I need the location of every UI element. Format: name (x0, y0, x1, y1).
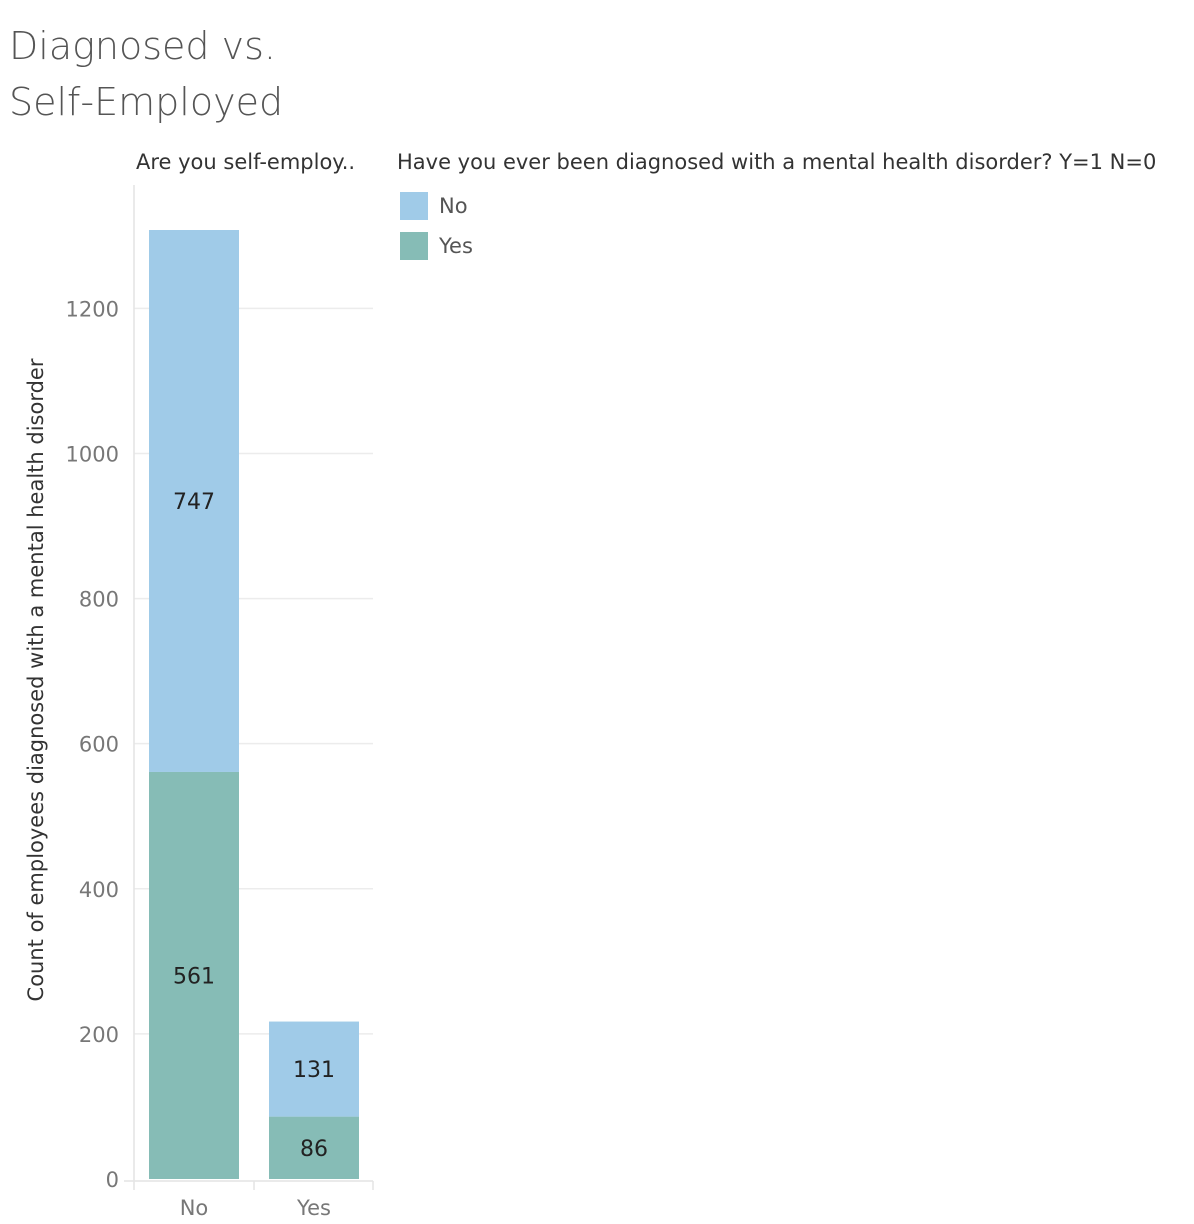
y-tick-label-1000: 1000 (66, 442, 119, 466)
legend-title: Have you ever been diagnosed with a ment… (397, 150, 1157, 174)
legend-label-yes: Yes (439, 234, 473, 258)
x-category-label-no: No (180, 1196, 209, 1220)
legend-label-no: No (439, 194, 468, 218)
bar-no-no (149, 230, 239, 772)
legend-swatch-no (400, 192, 428, 220)
data-label-yes-yes: 86 (300, 1137, 328, 1162)
data-label-yes-no: 561 (173, 964, 215, 989)
bar-no-yes (269, 1021, 359, 1117)
column-header: Are you self-employ.. (136, 150, 356, 174)
data-label-no-no: 747 (173, 490, 215, 515)
x-category-label-yes: Yes (296, 1196, 331, 1220)
data-label-no-yes: 131 (293, 1058, 335, 1083)
y-tick-label-400: 400 (79, 878, 119, 902)
legend-item-no[interactable]: No (400, 186, 473, 226)
y-tick-label-800: 800 (79, 588, 119, 612)
chart-title: Diagnosed vs. Self-Employed (9, 24, 284, 124)
bar-yes-no (149, 771, 239, 1179)
y-axis-title: Count of employees diagnosed with a ment… (24, 358, 48, 1001)
y-tick-label-1200: 1200 (66, 297, 119, 321)
legend-item-yes[interactable]: Yes (400, 226, 473, 266)
y-tick-label-200: 200 (79, 1023, 119, 1047)
y-tick-label-0: 0 (106, 1168, 119, 1192)
legend-swatch-yes (400, 232, 428, 260)
bar-yes-yes (269, 1116, 359, 1179)
y-tick-label-600: 600 (79, 733, 119, 757)
legend: No Yes (400, 186, 473, 266)
